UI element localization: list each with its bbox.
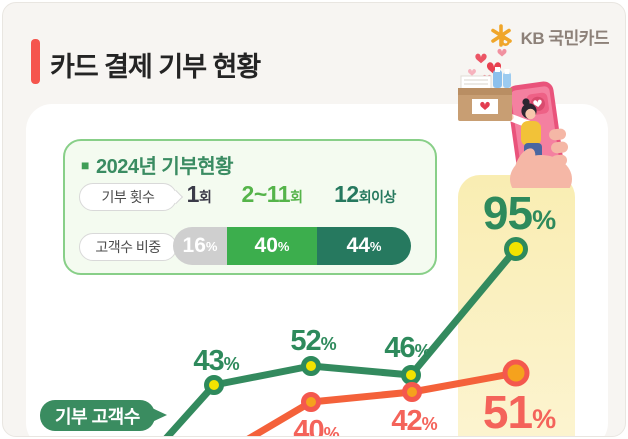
tier-count-2: 2~11 회 — [241, 181, 303, 207]
green-point-label-2: 52% — [290, 325, 336, 357]
page-title: 카드 결제 기부 현황 — [50, 52, 261, 82]
orange-point-label-3: 51% — [482, 386, 556, 437]
donation-illustration — [458, 48, 572, 188]
brand-logo: KB 국민카드 — [488, 23, 610, 49]
share-segment-3: 44% — [317, 227, 411, 265]
person-figure — [506, 98, 542, 160]
orange-point-label-1: 40% — [293, 415, 339, 437]
green-point-label-1: 43% — [193, 345, 239, 377]
summary-box-title-text: 2024년 기부현황 — [95, 156, 234, 178]
count-row-label: 기부 횟수 — [79, 183, 177, 211]
kb-star-icon — [490, 24, 512, 47]
donation-box — [458, 67, 512, 121]
series-badge: 기부 고객수 — [40, 400, 167, 431]
tier-count-3: 12 회이상 — [334, 181, 396, 207]
square-bullet-icon: ■ — [81, 156, 89, 173]
orange-point-label-2: 42% — [391, 405, 437, 437]
summary-box-title: ■ 2024년 기부현황 — [81, 150, 234, 179]
customer-share-bar: 16% 40% 44% — [173, 227, 411, 265]
brand-logo-text: KB 국민카드 — [520, 28, 610, 48]
hand — [510, 128, 572, 188]
share-segment-1: 16% — [173, 227, 227, 265]
green-point-label-3: 46% — [384, 332, 430, 364]
share-row-label: 고객수 비중 — [79, 233, 177, 261]
green-point-label-4: 95% — [482, 187, 556, 239]
share-segment-2: 40% — [227, 227, 317, 265]
title-accent-bar — [31, 39, 40, 84]
